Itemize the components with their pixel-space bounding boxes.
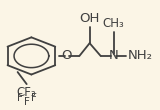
Text: CH₃: CH₃ bbox=[103, 17, 125, 30]
Text: N: N bbox=[108, 49, 118, 62]
Text: OH: OH bbox=[80, 12, 100, 25]
Text: F: F bbox=[24, 97, 30, 107]
Text: NH₂: NH₂ bbox=[128, 49, 153, 62]
Text: O: O bbox=[62, 49, 72, 62]
Text: F: F bbox=[17, 93, 23, 103]
Text: F: F bbox=[31, 93, 37, 103]
Text: CF₃: CF₃ bbox=[17, 86, 36, 99]
